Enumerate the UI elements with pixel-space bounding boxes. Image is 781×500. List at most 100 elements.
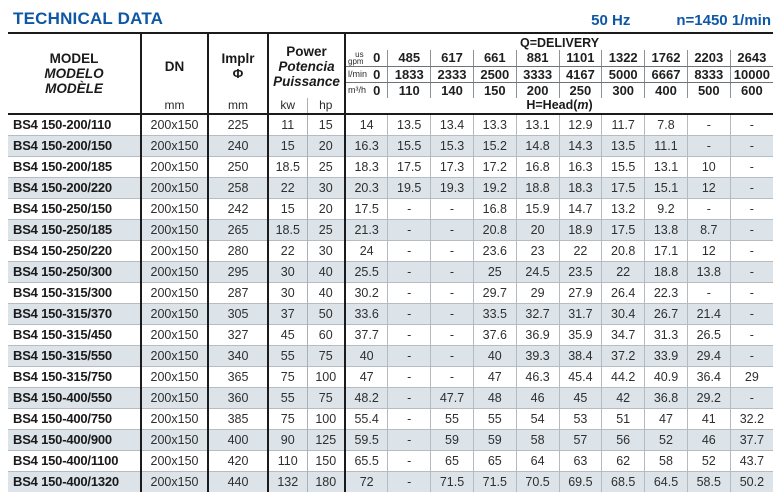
head-title-suffix: ) (588, 98, 593, 112)
kw-cell: 132 (268, 471, 308, 492)
head-value-cell: 13.3 (473, 114, 517, 135)
implr-cell: 295 (208, 261, 269, 282)
head-value-cell: 47 (473, 366, 517, 387)
spec-labels: 50 Hz n=1450 1/min (591, 12, 773, 29)
head-value-cell: - (430, 345, 474, 366)
model-cell: BS4 150-400/550 (8, 387, 142, 408)
table-row: BS4 150-200/110 200x150 225 11 15 14 13.5… (8, 114, 774, 135)
implr-cell: 400 (208, 429, 269, 450)
kw-cell: 22 (268, 177, 308, 198)
head-value-cell: - (687, 282, 731, 303)
hp-cell: 40 (307, 282, 347, 303)
head-value-cell: 13.5 (601, 135, 646, 156)
head-value-cell: - (749, 201, 754, 216)
flow-value-cell: 2643 (730, 50, 774, 67)
head-value-cell: - (430, 282, 474, 303)
head-value-cell: - (430, 366, 474, 387)
table-row: BS4 150-315/450 200x150 327 45 60 37.7- -… (8, 324, 774, 345)
head-value-cell: - (387, 366, 432, 387)
head-value-cell: - (687, 114, 731, 135)
head-value-cell: 55 (430, 408, 474, 429)
head-value-cell: 29 (516, 282, 560, 303)
flow-value-cell: 1833 (387, 66, 432, 83)
head-title: H=Head(m) (345, 98, 773, 114)
head-value-cell: 44.2 (601, 366, 646, 387)
head-value-cell: 40 (473, 345, 517, 366)
head-value-cell: - (387, 324, 432, 345)
hp-cell: 100 (307, 366, 347, 387)
head-value-cell: 14.8 (516, 135, 560, 156)
table-row: BS4 150-315/370 200x150 305 37 50 33.6- -… (8, 303, 774, 324)
head-value-cell: 37.7 (739, 432, 765, 447)
impeller-label: Implr (221, 51, 255, 66)
head-value-cell: 63 (559, 450, 603, 471)
head-value-cell: 36.8 (644, 387, 688, 408)
head-value-cell: 29.7 (473, 282, 517, 303)
head-value-cell: 15.5 (387, 135, 432, 156)
kw-cell: 18.5 (268, 219, 308, 240)
head-value-cell: 18.3 (345, 156, 389, 177)
head-value-cell: 22.3 (644, 282, 688, 303)
table-row: BS4 150-400/1100 200x150 420 110 150 65.… (8, 450, 774, 471)
hp-cell: 20 (307, 198, 347, 219)
dn-cell: 200x150 (141, 324, 209, 345)
model-cell: BS4 150-250/185 (8, 219, 142, 240)
implr-cell: 225 (208, 114, 269, 135)
model-cell: BS4 150-250/300 (8, 261, 142, 282)
head-value-cell: 20.3 (345, 177, 389, 198)
flow-value-cell: 140 (430, 82, 474, 98)
table-row: BS4 150-250/220 200x150 280 22 30 24- -23… (8, 240, 774, 261)
head-value-cell: 45.4 (559, 366, 603, 387)
head-value-cell: - (387, 408, 432, 429)
head-value-cell: 12 (687, 177, 731, 198)
head-value-cell: - (430, 261, 474, 282)
head-value-cell: 22 (601, 261, 646, 282)
head-value-cell: - (387, 303, 432, 324)
head-value-cell: 45 (559, 387, 603, 408)
dn-column-header: DN (141, 33, 209, 98)
model-cell: BS4 150-200/110 (8, 114, 142, 135)
implr-cell: 420 (208, 450, 269, 471)
head-value-cell: 47 (644, 408, 688, 429)
head-value-cell: - (749, 306, 754, 321)
head-value-cell: 33.6 (345, 303, 389, 324)
head-value-cell: 20 (516, 219, 560, 240)
head-value-cell: 50.2 (739, 474, 765, 489)
head-value-cell: 18.8 (516, 177, 560, 198)
hp-cell: 150 (307, 450, 347, 471)
dn-unit: mm (141, 98, 209, 114)
dn-cell: 200x150 (141, 429, 209, 450)
head-value-cell: 15.5 (601, 156, 646, 177)
frequency-label: 50 Hz (591, 12, 631, 29)
head-value-cell: 53 (559, 408, 603, 429)
head-value-cell: 36.9 (516, 324, 560, 345)
head-value-cell: - (387, 429, 432, 450)
model-cell: BS4 150-400/900 (8, 429, 142, 450)
head-value-cell: 13.1 (516, 114, 560, 135)
head-value-cell: 54 (516, 408, 560, 429)
model-label-fr: MODÈLE (45, 81, 103, 96)
head-value-cell: 47 (345, 366, 389, 387)
head-value-cell: 20.8 (473, 219, 517, 240)
head-value-cell: 29.2 (687, 387, 731, 408)
table-row: BS4 150-250/150 200x150 242 15 20 17.5- -… (8, 198, 774, 219)
model-cell: BS4 150-400/750 (8, 408, 142, 429)
table-row: BS4 150-250/185 200x150 265 18.5 25 21.3… (8, 219, 774, 240)
model-cell: BS4 150-250/220 (8, 240, 142, 261)
head-value-cell: 13.4 (430, 114, 474, 135)
flow-value-cell: 1762 (644, 50, 688, 67)
delivery-title-row: MODEL MODELO MODÈLE DN Implr Φ Power Pot… (8, 33, 773, 114)
kw-cell: 75 (268, 366, 308, 387)
head-value-cell: 46 (687, 429, 731, 450)
head-value-cell: 23 (516, 240, 560, 261)
head-value-cell: 51 (601, 408, 646, 429)
implr-cell: 242 (208, 198, 269, 219)
head-value-cell: 71.5 (473, 471, 517, 492)
model-cell: BS4 150-315/450 (8, 324, 142, 345)
head-value-cell: 11.7 (601, 114, 646, 135)
head-value-cell: 62 (601, 450, 646, 471)
implr-cell: 265 (208, 219, 269, 240)
model-cell: BS4 150-400/1320 (8, 471, 142, 492)
head-value-cell: 58.5 (687, 471, 731, 492)
head-value-cell: 57 (559, 429, 603, 450)
